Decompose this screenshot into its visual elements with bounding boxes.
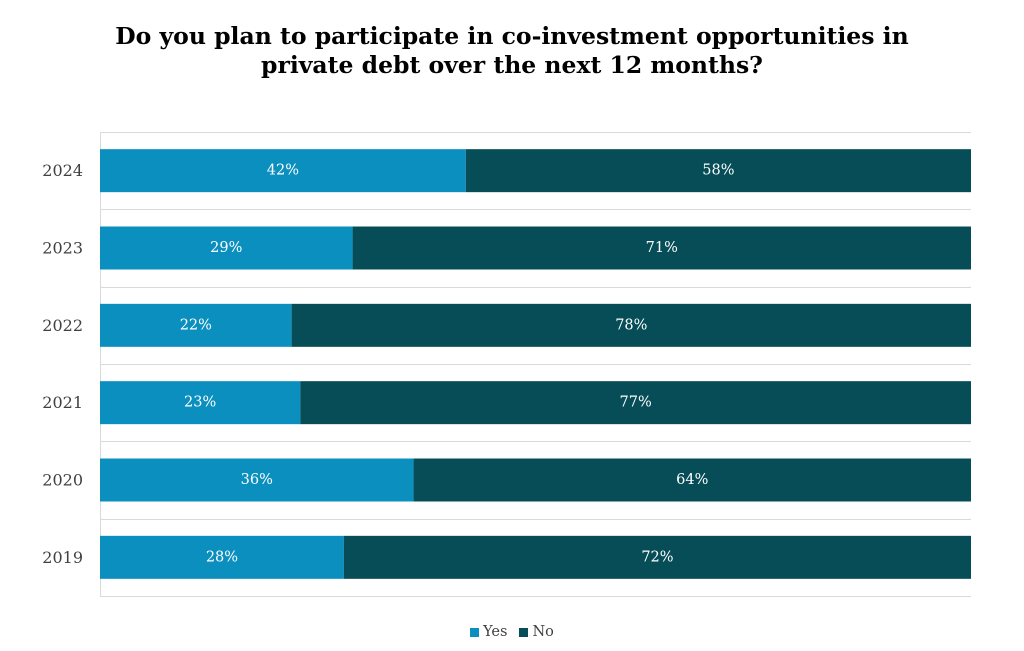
bar-no-2024 bbox=[465, 149, 971, 193]
legend-label-yes: Yes bbox=[483, 624, 508, 640]
legend-swatch-yes bbox=[470, 627, 480, 637]
data-label-yes-2024: 42% bbox=[267, 163, 299, 179]
bar-yes-2019 bbox=[100, 535, 344, 579]
data-label-yes-2019: 28% bbox=[206, 549, 238, 565]
legend-swatch-no bbox=[519, 627, 529, 637]
bar-yes-2020 bbox=[100, 458, 414, 502]
data-label-no-2021: 77% bbox=[620, 395, 652, 411]
chart-title-line-2: private debt over the next 12 months? bbox=[261, 51, 763, 79]
data-label-no-2023: 71% bbox=[646, 240, 678, 256]
legend: Yes No bbox=[0, 624, 1024, 640]
chart-title: Do you plan to participate in co-investm… bbox=[0, 22, 1024, 80]
data-label-no-2024: 58% bbox=[702, 163, 734, 179]
data-label-no-2022: 78% bbox=[615, 317, 647, 333]
chart-title-line-1: Do you plan to participate in co-investm… bbox=[115, 22, 909, 50]
bar-no-2023 bbox=[352, 226, 972, 270]
bar-yes-2023 bbox=[100, 226, 353, 270]
y-tick-label: 2021 bbox=[42, 393, 83, 412]
legend-item-yes[interactable]: Yes bbox=[470, 624, 507, 640]
bar-yes-2024 bbox=[100, 149, 466, 193]
data-label-yes-2020: 36% bbox=[241, 472, 273, 488]
bar-no-2022 bbox=[291, 303, 971, 347]
data-label-yes-2023: 29% bbox=[210, 240, 242, 256]
y-tick-label: 2024 bbox=[42, 161, 83, 180]
bar-no-2019 bbox=[343, 535, 971, 579]
bar-no-2020 bbox=[413, 458, 971, 502]
data-label-no-2020: 64% bbox=[676, 472, 708, 488]
y-tick-label: 2023 bbox=[42, 239, 83, 258]
y-tick-label: 2022 bbox=[42, 316, 83, 335]
y-tick-label: 2020 bbox=[42, 471, 83, 490]
bar-no-2021 bbox=[300, 381, 972, 425]
data-label-yes-2021: 23% bbox=[184, 395, 216, 411]
data-label-no-2019: 72% bbox=[641, 549, 673, 565]
data-label-yes-2022: 22% bbox=[180, 317, 212, 333]
y-tick-label: 2019 bbox=[42, 548, 83, 567]
bar-yes-2021 bbox=[100, 381, 301, 425]
bar-yes-2022 bbox=[100, 303, 292, 347]
legend-item-no[interactable]: No bbox=[519, 624, 554, 640]
legend-label-no: No bbox=[532, 624, 554, 640]
